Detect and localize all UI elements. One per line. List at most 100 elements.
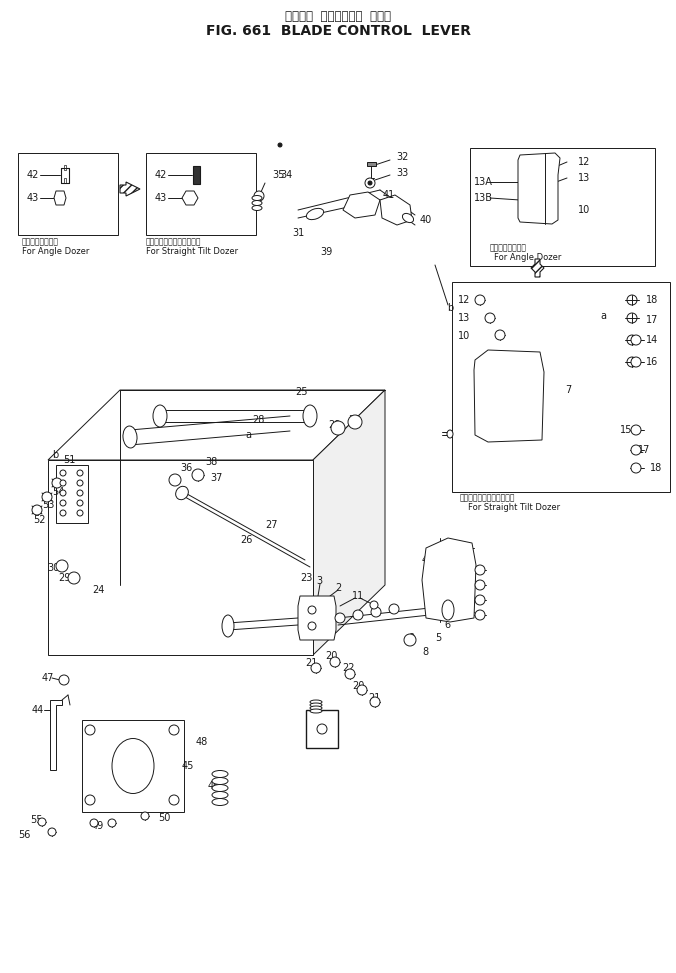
Circle shape xyxy=(475,595,485,605)
Circle shape xyxy=(631,335,641,345)
Ellipse shape xyxy=(252,205,262,210)
Text: 6: 6 xyxy=(434,608,440,618)
Text: b: b xyxy=(52,450,58,460)
Bar xyxy=(56,465,88,523)
Text: 53: 53 xyxy=(42,500,54,510)
Circle shape xyxy=(335,613,345,623)
Bar xyxy=(64,165,66,170)
Text: 31: 31 xyxy=(292,228,304,238)
Circle shape xyxy=(353,610,363,620)
Bar xyxy=(193,166,200,184)
Ellipse shape xyxy=(447,430,453,438)
Circle shape xyxy=(365,178,375,188)
Polygon shape xyxy=(518,153,560,224)
Ellipse shape xyxy=(310,703,322,707)
Text: For Angle Dozer: For Angle Dozer xyxy=(22,246,89,256)
Circle shape xyxy=(631,463,641,473)
Ellipse shape xyxy=(112,739,154,794)
Text: 22: 22 xyxy=(342,663,354,673)
Text: ブレード  コントロール  レバー: ブレード コントロール レバー xyxy=(285,10,391,22)
Circle shape xyxy=(311,663,321,673)
Text: 11: 11 xyxy=(352,591,364,601)
Text: 8: 8 xyxy=(422,647,428,657)
Text: For Straight Tilt Dozer: For Straight Tilt Dozer xyxy=(468,502,560,512)
Circle shape xyxy=(485,313,495,323)
Text: 16: 16 xyxy=(646,357,658,367)
Circle shape xyxy=(60,510,66,516)
Circle shape xyxy=(85,725,95,735)
Ellipse shape xyxy=(252,200,262,205)
Text: 52: 52 xyxy=(33,515,45,525)
Ellipse shape xyxy=(212,777,228,784)
Circle shape xyxy=(348,415,362,429)
Circle shape xyxy=(631,357,641,367)
Circle shape xyxy=(169,725,179,735)
Circle shape xyxy=(77,480,83,486)
Circle shape xyxy=(60,470,66,476)
Text: 13A: 13A xyxy=(474,177,493,187)
Text: b: b xyxy=(447,303,453,313)
Circle shape xyxy=(404,634,416,646)
Text: 42: 42 xyxy=(155,170,168,180)
Text: 18: 18 xyxy=(650,463,662,473)
Bar xyxy=(146,153,256,235)
Text: 43: 43 xyxy=(27,193,39,203)
Ellipse shape xyxy=(442,600,454,620)
Circle shape xyxy=(77,470,83,476)
Text: 33: 33 xyxy=(396,168,408,178)
Text: 43: 43 xyxy=(155,193,167,203)
Text: 9: 9 xyxy=(408,633,414,643)
Text: 13B: 13B xyxy=(474,193,493,203)
Polygon shape xyxy=(343,192,380,218)
Polygon shape xyxy=(54,191,66,205)
Bar xyxy=(64,178,66,183)
Polygon shape xyxy=(120,182,140,196)
Text: 17: 17 xyxy=(638,445,650,455)
Text: 20: 20 xyxy=(352,681,364,691)
Bar xyxy=(18,153,118,235)
Text: 49: 49 xyxy=(92,821,104,831)
Text: 24: 24 xyxy=(92,585,104,595)
Text: アングルドーサ用: アングルドーサ用 xyxy=(490,243,527,253)
Polygon shape xyxy=(298,596,336,640)
Text: FIG. 661  BLADE CONTROL  LEVER: FIG. 661 BLADE CONTROL LEVER xyxy=(206,24,470,38)
Ellipse shape xyxy=(310,706,322,710)
Ellipse shape xyxy=(212,771,228,777)
Circle shape xyxy=(627,295,637,305)
Circle shape xyxy=(370,697,380,707)
Text: 5: 5 xyxy=(447,613,453,623)
Text: 30: 30 xyxy=(47,563,59,573)
Text: アングルドーザ用: アングルドーザ用 xyxy=(22,237,59,246)
Text: 7: 7 xyxy=(565,385,571,395)
Circle shape xyxy=(141,812,149,820)
Text: 4: 4 xyxy=(422,555,428,565)
Text: 29: 29 xyxy=(328,420,341,430)
Text: 29: 29 xyxy=(58,573,70,583)
Text: 6: 6 xyxy=(444,620,450,630)
Text: 6: 6 xyxy=(437,595,443,605)
Bar xyxy=(367,162,376,166)
Bar xyxy=(48,460,313,655)
Text: 12: 12 xyxy=(578,157,590,167)
Text: 21: 21 xyxy=(305,658,317,668)
Ellipse shape xyxy=(306,208,324,220)
Text: a: a xyxy=(600,311,606,321)
Bar xyxy=(470,148,655,266)
Text: 1: 1 xyxy=(375,608,381,618)
Circle shape xyxy=(254,191,264,201)
Text: 34: 34 xyxy=(280,170,292,180)
Text: 3: 3 xyxy=(316,576,322,586)
Text: 54: 54 xyxy=(52,487,64,497)
Circle shape xyxy=(108,819,116,827)
Ellipse shape xyxy=(212,799,228,806)
Text: 20: 20 xyxy=(325,651,337,661)
Text: 48: 48 xyxy=(196,737,208,747)
Text: 2: 2 xyxy=(335,583,341,593)
Circle shape xyxy=(90,819,98,827)
Circle shape xyxy=(56,560,68,572)
Text: 39: 39 xyxy=(320,247,332,257)
Circle shape xyxy=(60,500,66,506)
Text: 10: 10 xyxy=(578,205,590,215)
Bar xyxy=(452,282,670,492)
Text: For Straight Tilt Dozer: For Straight Tilt Dozer xyxy=(146,246,238,256)
